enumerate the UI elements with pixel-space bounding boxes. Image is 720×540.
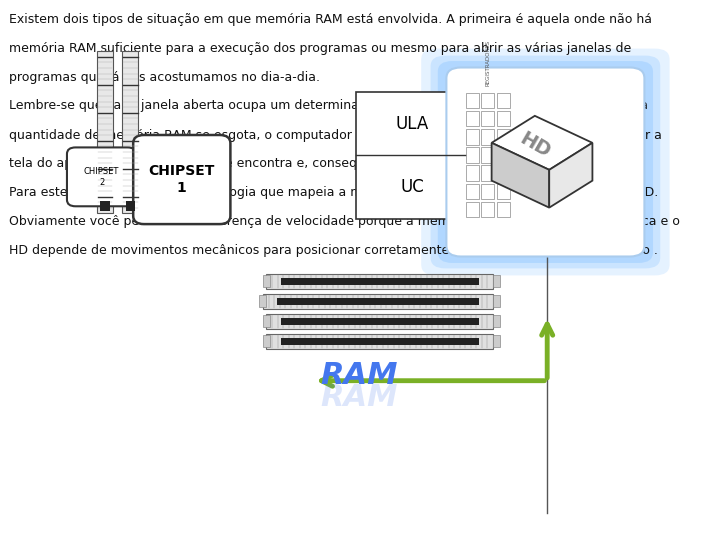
Text: quantidade de memória RAM se esgota, o computador pode simplesmente “travar”, ou: quantidade de memória RAM se esgota, o c… — [9, 129, 662, 141]
Bar — [493, 295, 500, 307]
Bar — [466, 111, 479, 126]
Text: memória RAM suficiente para a execução dos programas ou mesmo para abrir as vári: memória RAM suficiente para a execução d… — [9, 42, 631, 55]
Bar — [482, 165, 494, 181]
Bar — [464, 92, 511, 219]
Bar — [466, 201, 479, 217]
Bar — [482, 184, 494, 199]
Bar — [493, 335, 500, 347]
Text: Obviamente você perceberá a diferença de velocidade porque a memória RAM é total: Obviamente você perceberá a diferença de… — [9, 215, 680, 228]
Text: RAM: RAM — [320, 383, 398, 413]
Bar — [97, 51, 113, 213]
FancyBboxPatch shape — [446, 68, 644, 256]
Text: Existem dois tipos de situação em que memória RAM está envolvida. A primeira é a: Existem dois tipos de situação em que me… — [9, 14, 652, 26]
Polygon shape — [549, 143, 593, 207]
Bar — [281, 318, 479, 325]
Bar — [281, 278, 479, 285]
Bar — [266, 314, 493, 329]
Text: programas que já nos acostumamos no dia-a-dia.: programas que já nos acostumamos no dia-… — [9, 71, 320, 84]
Bar — [281, 338, 479, 345]
FancyBboxPatch shape — [421, 49, 670, 275]
Bar — [356, 92, 468, 219]
Bar — [466, 147, 479, 163]
Bar — [497, 201, 510, 217]
Text: RAM: RAM — [320, 361, 398, 390]
Text: CHIPSET
1: CHIPSET 1 — [148, 165, 215, 194]
Bar — [263, 294, 493, 309]
Bar — [482, 111, 494, 126]
Bar — [466, 184, 479, 199]
Bar — [259, 295, 266, 307]
Bar — [482, 147, 494, 163]
Bar — [122, 51, 138, 213]
Bar — [493, 275, 500, 287]
Text: ULA: ULA — [395, 114, 429, 132]
Bar — [266, 334, 493, 349]
FancyBboxPatch shape — [67, 147, 136, 206]
Polygon shape — [492, 116, 593, 170]
Bar — [466, 93, 479, 109]
Bar — [497, 111, 510, 126]
Bar — [497, 129, 510, 145]
Bar — [493, 315, 500, 327]
Bar — [497, 147, 510, 163]
Polygon shape — [492, 143, 549, 207]
Text: HD: HD — [516, 129, 554, 162]
Bar — [482, 93, 494, 109]
Bar — [497, 184, 510, 199]
FancyBboxPatch shape — [431, 56, 660, 268]
Bar — [277, 298, 479, 305]
Bar — [497, 93, 510, 109]
Text: Lembre-se que cada janela aberta ocupa um determinado espaço dentro da memória R: Lembre-se que cada janela aberta ocupa u… — [9, 99, 648, 112]
FancyBboxPatch shape — [133, 135, 230, 224]
Bar — [263, 335, 270, 347]
Bar — [263, 315, 270, 327]
Bar — [263, 275, 270, 287]
Bar — [466, 129, 479, 145]
Text: CHIPSET
2: CHIPSET 2 — [84, 167, 120, 186]
Bar — [482, 129, 494, 145]
Text: Para estes casos existe uma tecnologia que mapeia a memória RAM e envia as infor: Para estes casos existe uma tecnologia q… — [9, 186, 658, 199]
Bar — [125, 201, 135, 211]
FancyBboxPatch shape — [438, 61, 653, 263]
Bar — [100, 201, 110, 211]
Bar — [497, 165, 510, 181]
Bar — [466, 165, 479, 181]
Text: UC: UC — [400, 178, 424, 196]
Text: HD depende de movimentos mecânicos para posicionar corretamente as cabeças de le: HD depende de movimentos mecânicos para … — [9, 244, 657, 256]
Text: tela do aplicativo onde o usuário se encontra e, conseqüentemente, os demais apl: tela do aplicativo onde o usuário se enc… — [9, 157, 580, 170]
Bar — [482, 201, 494, 217]
Bar — [266, 274, 493, 289]
Text: REGISTRADORES: REGISTRADORES — [485, 40, 490, 86]
